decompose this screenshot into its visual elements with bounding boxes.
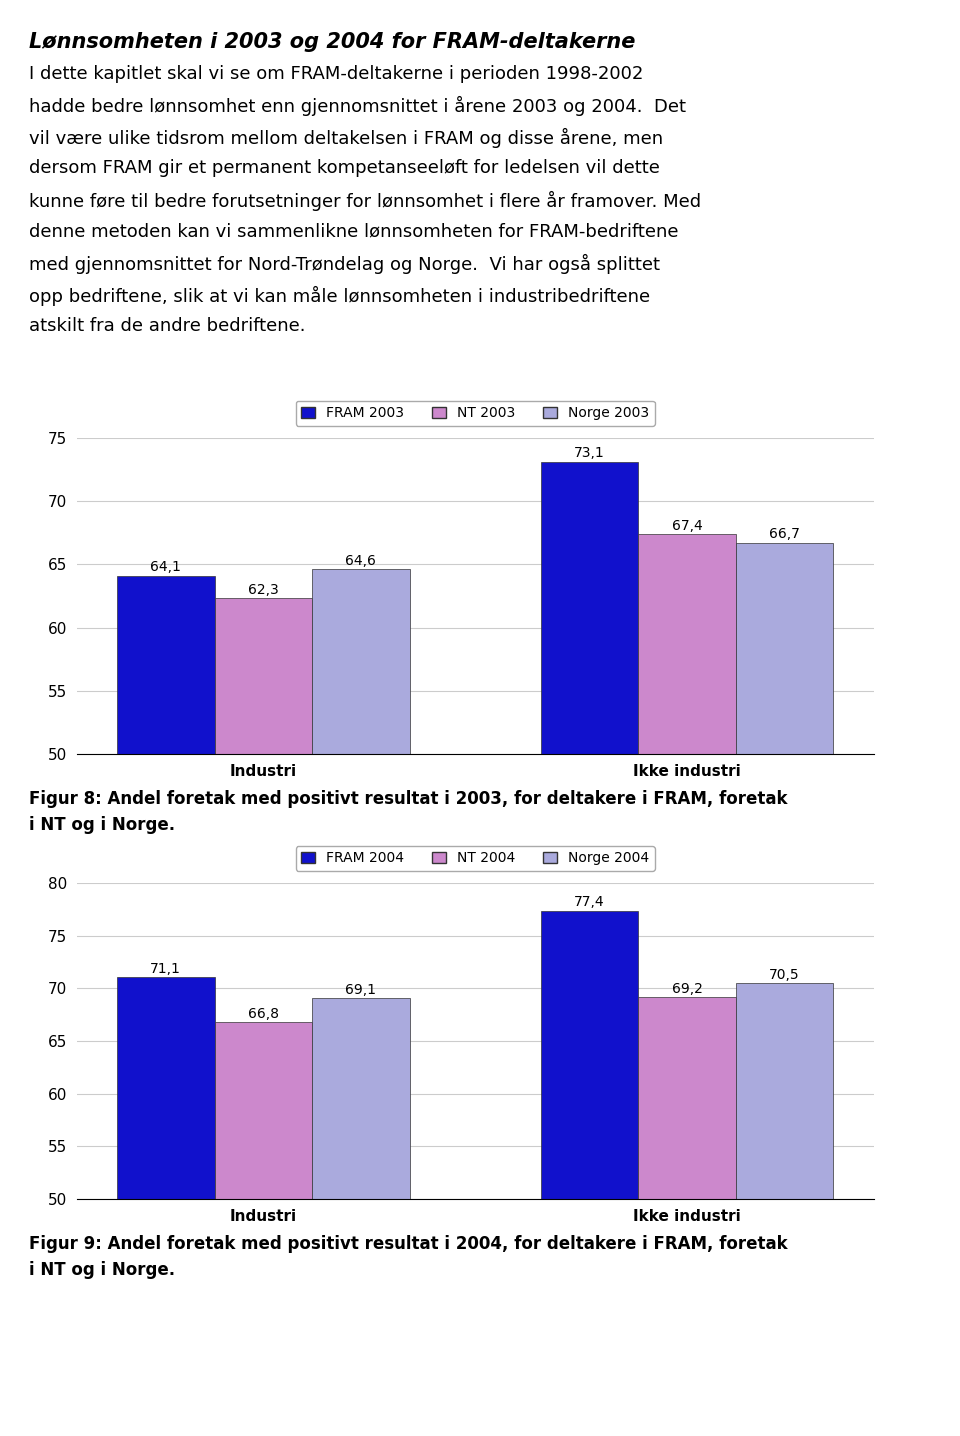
Text: i NT og i Norge.: i NT og i Norge. (29, 816, 175, 834)
Text: vil være ulike tidsrom mellom deltakelsen i FRAM og disse årene, men: vil være ulike tidsrom mellom deltakelse… (29, 128, 663, 148)
Bar (214, 599, 312, 1386)
Text: med gjennomsnittet for Nord-Trøndelag og Norge.  Vi har også splittet: med gjennomsnittet for Nord-Trøndelag og… (29, 254, 660, 274)
Text: 69,1: 69,1 (346, 982, 376, 997)
Text: 62,3: 62,3 (248, 583, 278, 597)
Text: 64,6: 64,6 (346, 554, 376, 567)
Bar (638, 997, 736, 1436)
Bar (540, 462, 638, 1386)
Bar (214, 1022, 312, 1436)
Bar (638, 534, 736, 1386)
Text: 66,8: 66,8 (248, 1007, 278, 1021)
Bar (312, 570, 410, 1386)
Text: kunne føre til bedre forutsetninger for lønnsomhet i flere år framover. Med: kunne føre til bedre forutsetninger for … (29, 191, 701, 211)
FancyBboxPatch shape (20, 829, 930, 1232)
Legend: FRAM 2003, NT 2003, Norge 2003: FRAM 2003, NT 2003, Norge 2003 (296, 401, 655, 426)
Text: 70,5: 70,5 (769, 968, 800, 982)
Text: Lønnsomheten i 2003 og 2004 for FRAM-deltakerne: Lønnsomheten i 2003 og 2004 for FRAM-del… (29, 32, 636, 52)
Text: I dette kapitlet skal vi se om FRAM-deltakerne i perioden 1998-2002: I dette kapitlet skal vi se om FRAM-delt… (29, 65, 643, 83)
Text: 73,1: 73,1 (574, 447, 605, 461)
Text: hadde bedre lønnsomhet enn gjennomsnittet i årene 2003 og 2004.  Det: hadde bedre lønnsomhet enn gjennomsnitte… (29, 96, 685, 116)
Bar (312, 998, 410, 1436)
Bar (540, 910, 638, 1436)
Text: 71,1: 71,1 (151, 962, 181, 975)
Bar (736, 543, 833, 1386)
Text: Figur 9: Andel foretak med positivt resultat i 2004, for deltakere i FRAM, foret: Figur 9: Andel foretak med positivt resu… (29, 1235, 787, 1254)
Bar (117, 576, 214, 1386)
Text: i NT og i Norge.: i NT og i Norge. (29, 1261, 175, 1279)
Text: 77,4: 77,4 (574, 895, 605, 909)
Legend: FRAM 2004, NT 2004, Norge 2004: FRAM 2004, NT 2004, Norge 2004 (296, 846, 655, 872)
Text: 66,7: 66,7 (769, 527, 800, 541)
FancyBboxPatch shape (20, 383, 930, 787)
Bar (117, 976, 214, 1436)
Bar (736, 984, 833, 1436)
Text: 64,1: 64,1 (151, 560, 181, 574)
Text: 69,2: 69,2 (672, 982, 703, 995)
Text: atskilt fra de andre bedriftene.: atskilt fra de andre bedriftene. (29, 317, 305, 336)
Text: Figur 8: Andel foretak med positivt resultat i 2003, for deltakere i FRAM, foret: Figur 8: Andel foretak med positivt resu… (29, 790, 787, 808)
Text: denne metoden kan vi sammenlikne lønnsomheten for FRAM-bedriftene: denne metoden kan vi sammenlikne lønnsom… (29, 223, 679, 241)
Text: dersom FRAM gir et permanent kompetanseeløft for ledelsen vil dette: dersom FRAM gir et permanent kompetansee… (29, 159, 660, 178)
Text: opp bedriftene, slik at vi kan måle lønnsomheten i industribedriftene: opp bedriftene, slik at vi kan måle lønn… (29, 286, 650, 306)
Text: 67,4: 67,4 (672, 518, 703, 533)
